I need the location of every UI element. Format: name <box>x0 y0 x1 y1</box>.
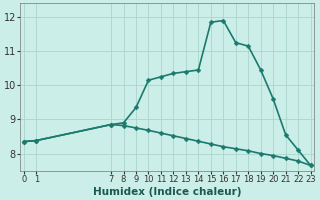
X-axis label: Humidex (Indice chaleur): Humidex (Indice chaleur) <box>93 187 242 197</box>
